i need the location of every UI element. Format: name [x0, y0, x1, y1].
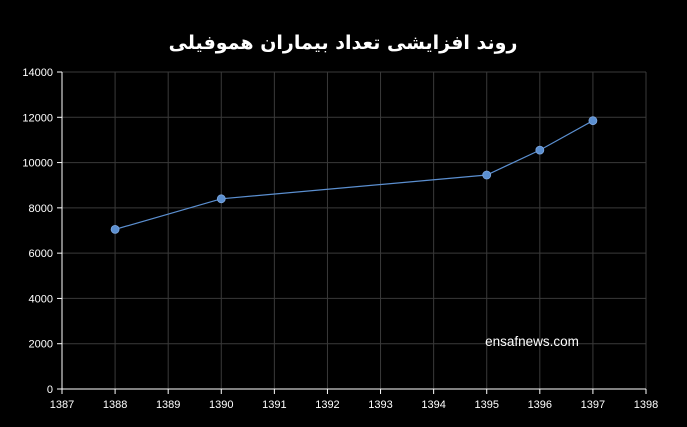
y-tick-label: 2000: [29, 339, 53, 351]
x-tick-label: 1393: [368, 399, 392, 411]
watermark: ensafnews.com: [485, 334, 579, 349]
x-tick-label: 1397: [581, 399, 605, 411]
grid: [62, 71, 647, 389]
axes: [61, 72, 646, 390]
data-point: [482, 170, 492, 180]
x-tick-label: 1395: [474, 399, 498, 411]
y-tick-label: 10000: [22, 158, 53, 170]
y-tick-label: 4000: [29, 293, 53, 305]
chart-title: روند افزایشی تعداد بیماران هموفیلی: [169, 32, 518, 54]
x-tick-label: 1392: [315, 399, 339, 411]
data-point: [110, 224, 120, 234]
y-tick-label: 12000: [22, 112, 53, 124]
series-line: [114, 120, 594, 230]
y-tick-label: 8000: [29, 203, 53, 215]
x-tick-label: 1391: [262, 399, 286, 411]
x-tick-label: 1389: [156, 399, 180, 411]
y-tick-label: 6000: [29, 248, 53, 260]
x-tick-label: 1390: [209, 399, 233, 411]
x-tick-label: 1398: [634, 399, 658, 411]
x-axis-ticks: 1387 1388 1389 1390 1391 1392 1393 1394 1395 1396…: [50, 389, 658, 411]
data-point: [588, 116, 598, 126]
series: [110, 116, 598, 234]
x-tick-label: 1387: [50, 399, 74, 411]
x-tick-label: 1396: [528, 399, 552, 411]
y-axis-ticks: 0 2000 4000 6000 8000 10000 12000 14000: [22, 67, 62, 396]
y-tick-label: 0: [47, 384, 53, 396]
y-tick-label: 14000: [22, 67, 53, 79]
x-tick-label: 1394: [421, 399, 445, 411]
data-point: [535, 145, 545, 155]
data-point: [216, 194, 226, 204]
x-tick-label: 1388: [103, 399, 127, 411]
